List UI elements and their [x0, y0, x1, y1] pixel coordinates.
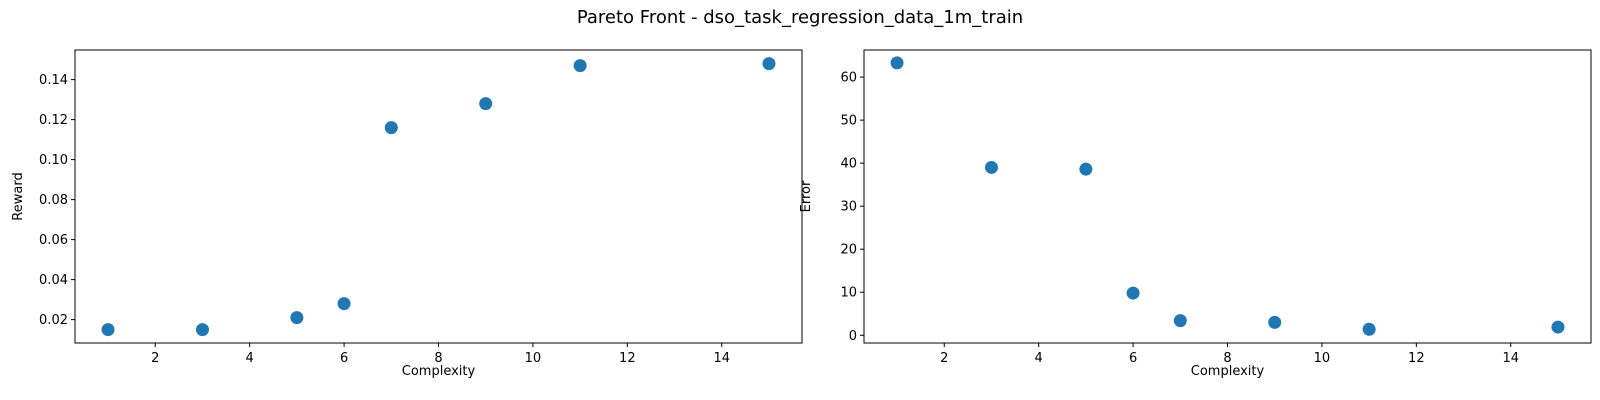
x-tick-label: 2: [940, 351, 948, 366]
x-tick-label: 14: [713, 351, 730, 366]
y-tick-label: 0.06: [39, 233, 68, 248]
data-point: [101, 323, 115, 337]
y-tick-label: 0.04: [39, 273, 68, 288]
data-point: [890, 56, 904, 70]
x-tick-label: 4: [1035, 351, 1043, 366]
data-point: [384, 121, 398, 135]
y-tick-label: 0: [849, 329, 857, 344]
chart-panel-2: 2 4 6 8 10 12 14 0 10 20 30 40 50 60 Complexity Error: [799, 49, 1592, 379]
data-point: [1126, 286, 1140, 300]
axes-frame: [74, 49, 803, 344]
data-point: [1551, 320, 1565, 334]
y-tick-label: 40: [840, 157, 857, 172]
y-tick-label: 0.14: [39, 73, 68, 88]
x-tick-label: 4: [246, 351, 254, 366]
data-point: [479, 97, 493, 111]
data-point: [1268, 315, 1282, 329]
data-point: [1362, 322, 1376, 336]
data-point: [195, 323, 209, 337]
y-tick-label: 0.08: [39, 193, 68, 208]
chart-panel-1: 2 4 6 8 10 12 14 0.02 0.04 0.06 0.08 0.10 0.12 0.14 Co…: [11, 49, 803, 379]
x-axis-label: Complexity: [1191, 364, 1265, 379]
x-tick-label: 8: [1223, 351, 1231, 366]
y-tick-label: 60: [840, 71, 857, 86]
x-tick-label: 10: [1314, 351, 1331, 366]
y-tick-label: 30: [840, 200, 857, 215]
x-tick-label: 6: [1129, 351, 1137, 366]
x-tick-label: 12: [1408, 351, 1425, 366]
data-point: [573, 59, 587, 73]
x-axis-label: Complexity: [402, 364, 476, 379]
y-axis-label: Error: [799, 180, 814, 212]
data-point: [290, 311, 304, 325]
y-tick-label: 0.12: [39, 113, 68, 128]
data-point: [1173, 314, 1187, 328]
x-tick-label: 10: [525, 351, 542, 366]
data-point: [337, 297, 351, 311]
y-tick-label: 20: [840, 243, 857, 258]
data-point: [1079, 162, 1093, 176]
figure-title: Pareto Front - dso_task_regression_data_…: [577, 7, 1023, 28]
x-tick-label: 2: [151, 351, 159, 366]
data-point: [762, 57, 776, 71]
y-tick-label: 10: [840, 286, 857, 301]
y-tick-label: 50: [840, 114, 857, 129]
y-tick-label: 0.02: [39, 313, 68, 328]
axes-frame: [863, 49, 1592, 344]
y-tick-label: 0.10: [39, 153, 68, 168]
x-tick-label: 6: [340, 351, 348, 366]
x-tick-label: 12: [619, 351, 636, 366]
y-axis-label: Reward: [11, 172, 26, 220]
x-tick-label: 14: [1502, 351, 1519, 366]
data-point: [984, 160, 998, 174]
x-tick-label: 8: [434, 351, 442, 366]
